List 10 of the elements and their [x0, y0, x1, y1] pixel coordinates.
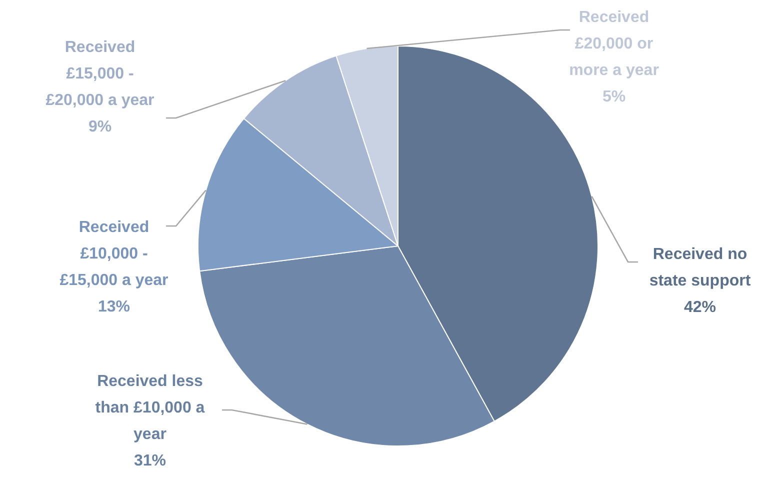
- slice-label: Received £15,000 - £20,000 a year: [46, 39, 154, 109]
- data-label: 31%: [134, 452, 166, 470]
- data-label: 42%: [684, 299, 716, 316]
- slice-label: Received less than £10,000 a year: [95, 373, 205, 443]
- data-label: 9%: [88, 118, 112, 136]
- slice-label: Received £10,000 - £15,000 a year: [60, 219, 168, 289]
- slice-label: Received £20,000 or more a year: [569, 9, 659, 79]
- data-label: 5%: [602, 88, 626, 106]
- slice-label: Received no state support: [649, 246, 752, 290]
- data-label: 13%: [98, 298, 130, 316]
